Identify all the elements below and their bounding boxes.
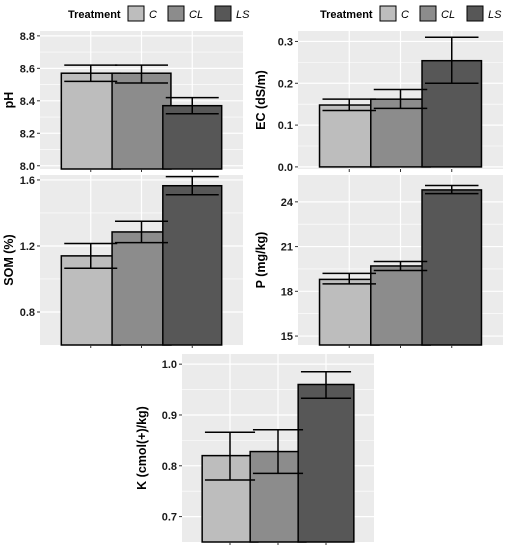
error-bar-c <box>64 64 118 83</box>
y-axis-title: K (cmol(+)/kg) <box>135 406 149 490</box>
legend: Treatment C CL LS <box>320 5 502 22</box>
legend-label-cl: CL <box>441 9 455 21</box>
legend-label-cl: CL <box>189 9 203 21</box>
error-bar-ls <box>300 371 352 399</box>
error-bar-cl <box>115 64 168 84</box>
legend-title: Treatment <box>68 9 121 21</box>
legend-label-ls: LS <box>488 9 502 21</box>
error-bar-cl <box>373 260 428 272</box>
error-bar-ls <box>424 184 479 195</box>
legend-key-cl <box>419 5 437 22</box>
error-bar-cl <box>252 428 304 475</box>
legend: Treatment C CL LS <box>68 5 250 22</box>
chart-panel-4: 15 18 21 24 P (mg/kg) <box>254 175 503 348</box>
bar-c <box>60 255 121 346</box>
bar-ls <box>297 383 355 543</box>
legend-key-cl <box>167 5 185 22</box>
y-tick-label: 0.8 <box>20 307 35 319</box>
bar-c <box>60 72 121 170</box>
legend-key-ls <box>214 5 232 22</box>
y-tick-label: 8.6 <box>20 63 35 75</box>
y-tick-label: 18 <box>281 286 293 298</box>
legend-title: Treatment <box>320 9 373 21</box>
legend-key-c <box>127 5 145 22</box>
error-bar-cl <box>373 88 428 110</box>
y-tick-label: 0.2 <box>278 78 293 90</box>
y-axis-title: SOM (%) <box>2 234 16 285</box>
y-tick-label: 21 <box>281 242 293 254</box>
bar-cl <box>370 98 431 168</box>
chart-panel-5: 0.7 0.8 0.9 1.0 K (cmol(+)/kg) <box>135 354 374 545</box>
error-bar-c <box>64 242 118 270</box>
y-tick-label: 0.0 <box>278 162 293 174</box>
error-bar-cl <box>115 220 168 244</box>
legend-label-c: C <box>149 9 157 21</box>
y-tick-label: 0.3 <box>278 36 293 48</box>
error-bar-ls <box>165 175 219 196</box>
bar-ls <box>162 104 223 170</box>
y-tick-label: 8.2 <box>20 128 35 140</box>
y-tick-label: 0.7 <box>162 512 177 524</box>
y-tick-label: 24 <box>281 197 294 209</box>
y-tick-label: 1.6 <box>20 175 35 187</box>
error-bar-c <box>322 98 377 112</box>
y-tick-label: 1.0 <box>162 359 177 371</box>
bar-ls <box>421 189 483 346</box>
y-axis-title: EC (dS/m) <box>254 70 268 130</box>
error-bar-c <box>322 272 377 285</box>
error-bar-ls <box>165 96 219 115</box>
chart-panel-1: 8.0 8.2 8.4 8.6 8.8 pH Treatment C CL LS <box>2 5 250 173</box>
y-tick-label: 0.1 <box>278 120 293 132</box>
y-tick-label: 0.8 <box>162 461 177 473</box>
y-tick-label: 0.9 <box>162 410 177 422</box>
y-tick-label: 8.8 <box>20 31 35 43</box>
chart-panel-3: 0.8 1.2 1.6 SOM (%) <box>2 175 243 348</box>
y-axis-title: P (mg/kg) <box>254 232 268 289</box>
legend-label-ls: LS <box>236 9 250 21</box>
bar-ls <box>162 184 223 346</box>
y-axis-title: pH <box>2 92 16 109</box>
y-tick-label: 1.2 <box>20 241 35 253</box>
legend-key-c <box>379 5 397 22</box>
error-bar-c <box>204 431 256 481</box>
error-bar-ls <box>424 36 479 85</box>
y-tick-label: 8.0 <box>20 161 35 173</box>
y-tick-label: 8.4 <box>20 96 36 108</box>
legend-label-c: C <box>401 9 409 21</box>
y-tick-label: 15 <box>281 331 293 343</box>
chart-panel-2: 0.0 0.1 0.2 0.3 EC (dS/m) Treatment C CL LS <box>254 5 503 174</box>
legend-key-ls <box>466 5 484 22</box>
